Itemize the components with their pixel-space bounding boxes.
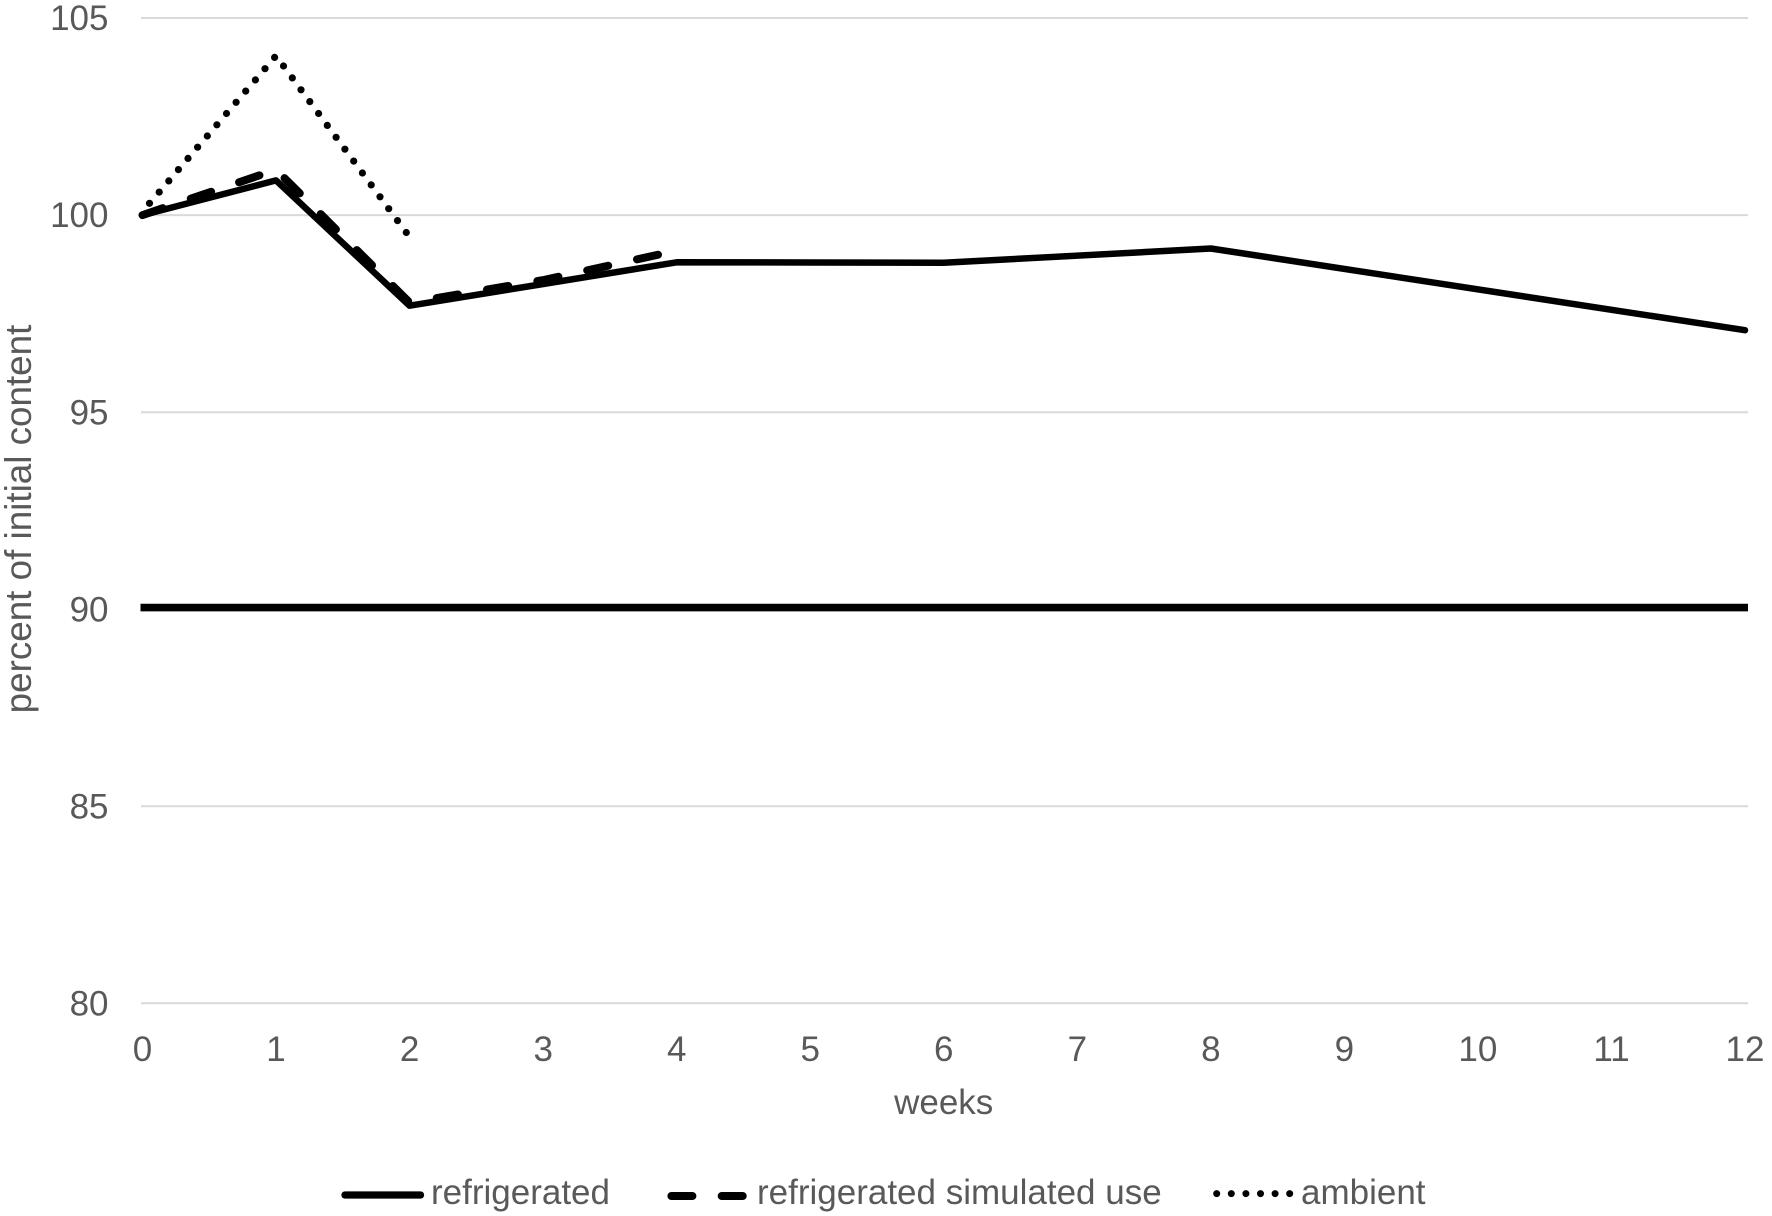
svg-text:80: 80 xyxy=(70,984,109,1023)
svg-text:11: 11 xyxy=(1593,1030,1629,1069)
svg-text:5: 5 xyxy=(800,1030,819,1069)
svg-text:3: 3 xyxy=(533,1030,552,1069)
svg-text:ambient: ambient xyxy=(1301,1173,1426,1212)
svg-text:100: 100 xyxy=(50,196,108,235)
svg-text:refrigerated simulated use: refrigerated simulated use xyxy=(757,1173,1162,1212)
svg-text:percent of initial content: percent of initial content xyxy=(0,325,39,714)
svg-text:9: 9 xyxy=(1335,1030,1354,1069)
svg-text:8: 8 xyxy=(1201,1030,1220,1069)
svg-text:10: 10 xyxy=(1458,1030,1497,1069)
svg-text:85: 85 xyxy=(70,787,109,826)
svg-text:2: 2 xyxy=(400,1030,419,1069)
svg-text:1: 1 xyxy=(266,1030,285,1069)
svg-text:0: 0 xyxy=(133,1030,152,1069)
svg-text:4: 4 xyxy=(667,1030,686,1069)
svg-text:90: 90 xyxy=(70,590,109,629)
svg-text:95: 95 xyxy=(70,393,109,432)
svg-text:12: 12 xyxy=(1726,1030,1765,1069)
svg-text:weeks: weeks xyxy=(893,1083,993,1122)
svg-text:6: 6 xyxy=(934,1030,953,1069)
svg-text:105: 105 xyxy=(50,0,108,38)
svg-text:7: 7 xyxy=(1068,1030,1087,1069)
svg-text:refrigerated: refrigerated xyxy=(431,1173,610,1212)
